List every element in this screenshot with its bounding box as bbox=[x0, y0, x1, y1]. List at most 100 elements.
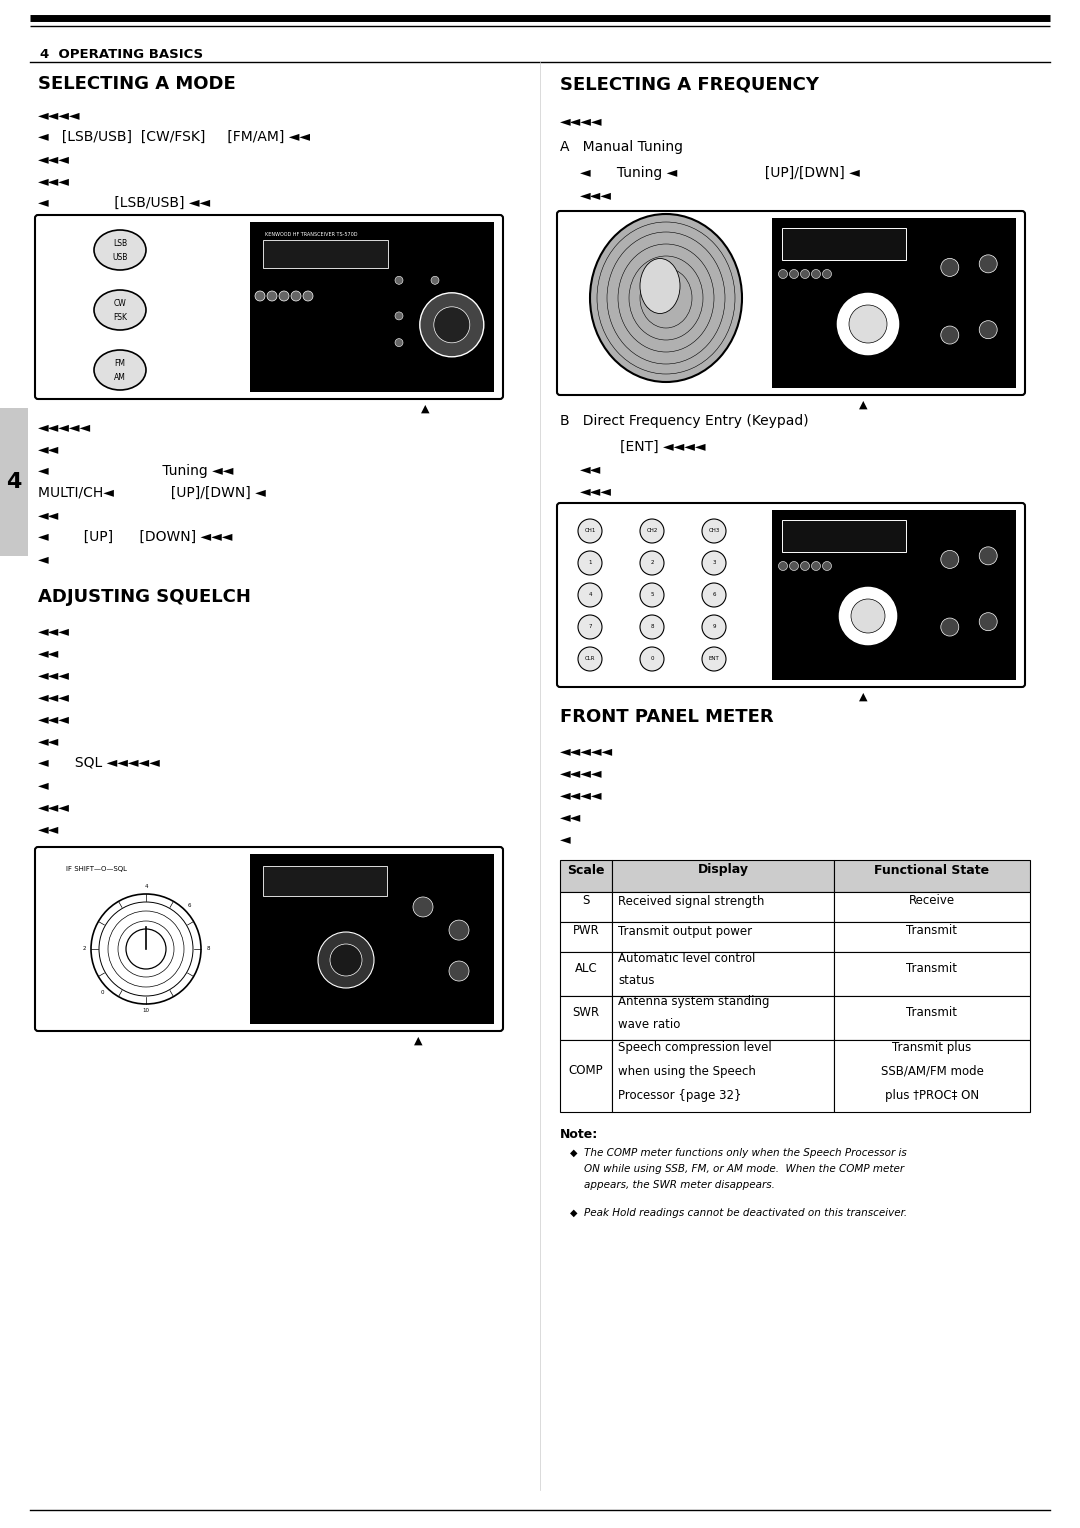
Text: ◄◄: ◄◄ bbox=[561, 810, 581, 824]
Circle shape bbox=[980, 321, 997, 339]
Circle shape bbox=[330, 944, 362, 976]
Circle shape bbox=[941, 550, 959, 568]
Ellipse shape bbox=[590, 214, 742, 382]
Circle shape bbox=[578, 614, 602, 639]
Bar bbox=[612, 952, 834, 996]
Circle shape bbox=[395, 312, 403, 319]
Circle shape bbox=[789, 269, 798, 278]
Text: 9: 9 bbox=[712, 625, 716, 630]
Text: CH3: CH3 bbox=[708, 529, 719, 533]
Circle shape bbox=[702, 614, 726, 639]
Circle shape bbox=[702, 584, 726, 607]
Text: COMP: COMP bbox=[569, 1063, 604, 1077]
Bar bbox=[772, 510, 1016, 680]
Text: Peak Hold readings cannot be deactivated on this transceiver.: Peak Hold readings cannot be deactivated… bbox=[584, 1209, 907, 1218]
Text: ◄      Tuning ◄                    [UP]/[DWN] ◄: ◄ Tuning ◄ [UP]/[DWN] ◄ bbox=[580, 167, 860, 180]
Bar bbox=[561, 921, 612, 952]
Text: ENT: ENT bbox=[708, 657, 719, 662]
Circle shape bbox=[800, 269, 810, 278]
Circle shape bbox=[640, 552, 664, 575]
Circle shape bbox=[279, 290, 289, 301]
Text: Transmit plus: Transmit plus bbox=[892, 1041, 972, 1053]
Text: The COMP meter functions only when the Speech Processor is: The COMP meter functions only when the S… bbox=[584, 1148, 907, 1158]
Bar bbox=[561, 996, 612, 1041]
Text: 5: 5 bbox=[650, 593, 653, 597]
Text: Note:: Note: bbox=[561, 1128, 598, 1141]
Circle shape bbox=[431, 277, 438, 284]
Circle shape bbox=[702, 646, 726, 671]
Bar bbox=[834, 996, 1030, 1041]
Circle shape bbox=[449, 961, 469, 981]
Circle shape bbox=[941, 258, 959, 277]
Text: ◄: ◄ bbox=[38, 552, 49, 565]
Text: 8: 8 bbox=[650, 625, 653, 630]
Text: ◄◄: ◄◄ bbox=[38, 507, 59, 523]
Bar bbox=[782, 228, 906, 260]
Text: Transmit output power: Transmit output power bbox=[618, 924, 752, 938]
Ellipse shape bbox=[94, 350, 146, 390]
Text: ◄                          Tuning ◄◄: ◄ Tuning ◄◄ bbox=[38, 465, 233, 478]
Bar bbox=[561, 860, 612, 892]
Circle shape bbox=[941, 325, 959, 344]
Bar bbox=[264, 240, 388, 267]
Bar bbox=[561, 952, 612, 996]
Bar bbox=[612, 996, 834, 1041]
Text: ADJUSTING SQUELCH: ADJUSTING SQUELCH bbox=[38, 588, 251, 607]
Text: SSB/AM/FM mode: SSB/AM/FM mode bbox=[880, 1065, 984, 1077]
Bar bbox=[612, 1041, 834, 1112]
Text: 4: 4 bbox=[589, 593, 592, 597]
Text: 4: 4 bbox=[145, 885, 148, 889]
Text: AM: AM bbox=[114, 373, 126, 382]
Text: Transmit: Transmit bbox=[906, 961, 958, 975]
Text: ◄◄◄: ◄◄◄ bbox=[38, 623, 70, 639]
Ellipse shape bbox=[640, 258, 680, 313]
Bar bbox=[249, 222, 494, 393]
Text: ◄◄◄◄: ◄◄◄◄ bbox=[561, 788, 603, 802]
Circle shape bbox=[431, 339, 438, 347]
Text: S: S bbox=[582, 894, 590, 908]
Bar bbox=[612, 860, 834, 892]
Text: ◆: ◆ bbox=[570, 1148, 578, 1158]
Text: ◆: ◆ bbox=[570, 1209, 578, 1218]
Text: 10: 10 bbox=[143, 1008, 149, 1013]
Bar bbox=[264, 866, 387, 895]
Text: FM: FM bbox=[114, 359, 125, 368]
Text: Antenna system standing: Antenna system standing bbox=[618, 996, 769, 1008]
Circle shape bbox=[91, 894, 201, 1004]
Text: ◄      SQL ◄◄◄◄◄: ◄ SQL ◄◄◄◄◄ bbox=[38, 756, 160, 770]
Text: status: status bbox=[618, 973, 654, 987]
Text: ◄◄◄: ◄◄◄ bbox=[38, 691, 70, 704]
Text: Transmit: Transmit bbox=[906, 924, 958, 938]
Text: 4: 4 bbox=[6, 472, 22, 492]
Circle shape bbox=[800, 561, 810, 570]
Text: Receive: Receive bbox=[909, 894, 955, 908]
Text: ◄◄◄: ◄◄◄ bbox=[38, 712, 70, 726]
Ellipse shape bbox=[94, 231, 146, 270]
Text: 7: 7 bbox=[589, 625, 592, 630]
Circle shape bbox=[395, 277, 403, 284]
Circle shape bbox=[702, 552, 726, 575]
Text: appears, the SWR meter disappears.: appears, the SWR meter disappears. bbox=[584, 1180, 774, 1190]
Text: ▲: ▲ bbox=[859, 400, 867, 410]
Bar bbox=[561, 892, 612, 921]
Text: ◄◄◄◄◄: ◄◄◄◄◄ bbox=[561, 744, 613, 758]
Text: Functional State: Functional State bbox=[875, 863, 989, 877]
Circle shape bbox=[836, 292, 900, 356]
Text: SWR: SWR bbox=[572, 1005, 599, 1019]
Circle shape bbox=[941, 617, 959, 636]
Bar bbox=[612, 921, 834, 952]
Text: KENWOOD HF TRANSCEIVER TS-570D: KENWOOD HF TRANSCEIVER TS-570D bbox=[265, 232, 357, 237]
Circle shape bbox=[849, 306, 887, 342]
Circle shape bbox=[303, 290, 313, 301]
Text: 8: 8 bbox=[206, 946, 210, 952]
Bar bbox=[834, 952, 1030, 996]
Text: CH2: CH2 bbox=[646, 529, 658, 533]
Text: ◄◄◄: ◄◄◄ bbox=[38, 801, 70, 814]
Text: IF SHIFT—O—SQL: IF SHIFT—O—SQL bbox=[66, 866, 127, 872]
Text: ▲: ▲ bbox=[421, 403, 429, 414]
Text: ◄◄◄◄: ◄◄◄◄ bbox=[561, 766, 603, 779]
Text: ▲: ▲ bbox=[859, 692, 867, 701]
Text: CW: CW bbox=[113, 298, 126, 307]
Text: ◄◄: ◄◄ bbox=[38, 822, 59, 836]
Text: 6: 6 bbox=[188, 903, 191, 908]
